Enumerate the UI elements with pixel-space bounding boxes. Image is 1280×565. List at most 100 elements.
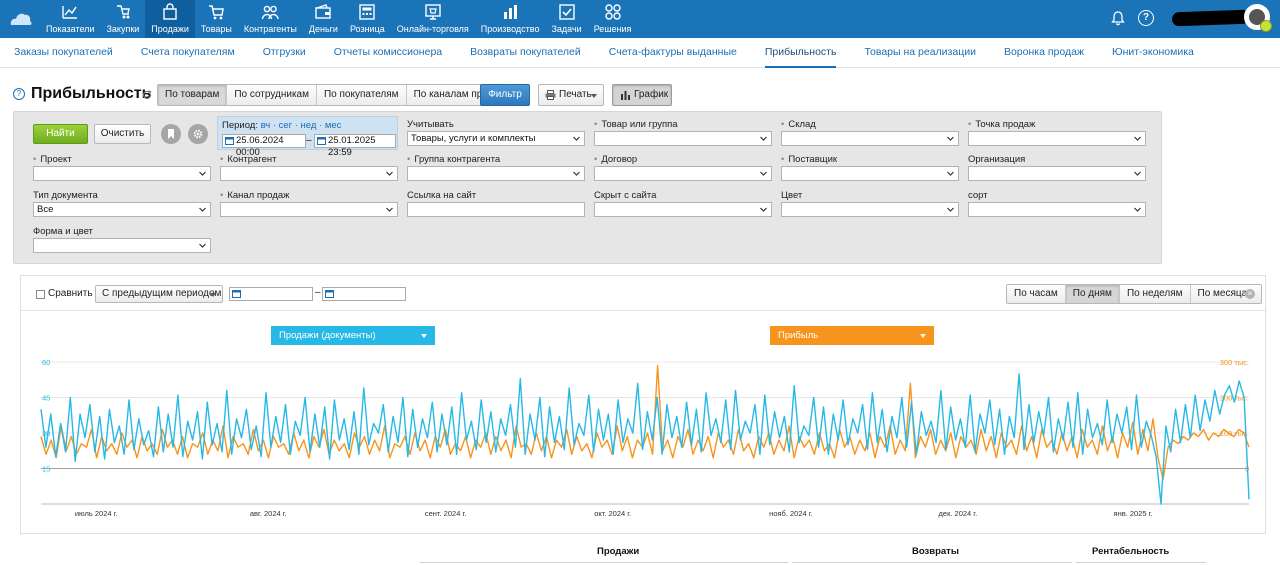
subnav-tab-2[interactable]: Отгрузки [262, 46, 306, 58]
report-header: ? Прибыльность По товарам По сотрудникам П… [0, 82, 1280, 108]
nav-item-5[interactable]: Деньги [303, 0, 344, 38]
x-tick-label: июль 2024 г. [75, 509, 118, 518]
nav-item-9[interactable]: Задачи [545, 0, 587, 38]
subnav-tab-9[interactable]: Юнит-экономика [1111, 46, 1194, 58]
filter-label-12: Скрыт с сайта [594, 190, 657, 201]
cloud-logo-icon[interactable] [8, 6, 34, 32]
nav-item-8[interactable]: Производство [475, 0, 546, 38]
period-from-input[interactable]: 25.06.2024 00:00 [222, 134, 306, 158]
chevron-down-icon [1134, 171, 1141, 176]
filter-input-8[interactable] [968, 166, 1146, 181]
filter-input-2[interactable] [968, 131, 1146, 146]
subnav-tab-1[interactable]: Счета покупателям [140, 46, 235, 58]
x-tick-label: дек. 2024 г. [939, 509, 978, 518]
nav-item-3[interactable]: Товары [195, 0, 238, 38]
subnav-tab-0[interactable]: Заказы покупателей [14, 46, 113, 58]
bell-icon[interactable] [1110, 10, 1126, 26]
nav-item-10[interactable]: Решения [588, 0, 638, 38]
nav-item-2[interactable]: Продажи [145, 0, 195, 38]
compare-from-input[interactable] [229, 287, 313, 301]
filter-input-14[interactable] [968, 202, 1146, 217]
gear-icon [193, 129, 203, 139]
chevron-down-icon [591, 94, 597, 98]
period-dash: – [306, 135, 312, 146]
calendar-icon [232, 290, 241, 298]
nav-item-6[interactable]: Розница [344, 0, 391, 38]
view-tab-0[interactable]: По товарам [158, 85, 228, 105]
settings-button[interactable] [188, 124, 208, 144]
compare-checkbox[interactable] [36, 290, 45, 299]
wallet-icon [315, 4, 332, 19]
bar-chart-icon [621, 91, 630, 100]
granularity-tab-3[interactable]: По месяцам [1190, 285, 1262, 303]
subnav-tab-7[interactable]: Товары на реализации [864, 46, 976, 58]
view-tab-1[interactable]: По сотрудникам [227, 85, 317, 105]
granularity-tab-2[interactable]: По неделям [1119, 285, 1191, 303]
bookmark-button[interactable] [161, 124, 181, 144]
view-tab-2[interactable]: По покупателям [316, 85, 407, 105]
calendar-icon [325, 290, 334, 298]
user-name-redacted[interactable] [1171, 9, 1251, 27]
y-left-tick: 45 [42, 394, 50, 403]
subnav-tab-8[interactable]: Воронка продаж [1003, 46, 1084, 58]
clear-button[interactable]: Очистить [94, 124, 151, 144]
nav-item-label: Контрагенты [243, 24, 297, 34]
filter-input-0[interactable] [594, 131, 772, 146]
filter-label-1: Склад [781, 119, 816, 130]
bookmark-icon [168, 129, 174, 139]
help-icon[interactable]: ? [1138, 10, 1154, 26]
period-shortcuts[interactable]: вч · сег · нед · мес [260, 120, 342, 131]
x-tick-label: окт. 2024 г. [594, 509, 631, 518]
chevron-down-icon [760, 136, 767, 141]
print-button[interactable]: Печать [538, 84, 604, 106]
subnav-tab-4[interactable]: Возвраты покупателей [470, 46, 581, 58]
filter-input-5[interactable] [407, 166, 585, 181]
chart-toggle-button[interactable]: График [612, 84, 672, 106]
help-question-icon[interactable]: ? [13, 88, 25, 100]
chevron-down-icon [386, 171, 393, 176]
nav-item-label: Решения [593, 24, 632, 34]
filter-label-3: Проект [33, 154, 71, 165]
subnav-tab-6[interactable]: Прибыльность [751, 38, 851, 68]
consider-label: Учитывать [407, 119, 454, 130]
compare-period-select[interactable]: С предыдущим периодом [95, 285, 223, 303]
filter-input-15[interactable] [33, 238, 211, 253]
refresh-icon[interactable] [142, 90, 152, 100]
filter-input-13[interactable] [781, 202, 959, 217]
filter-label-4: Контрагент [220, 154, 276, 165]
filter-input-3[interactable] [33, 166, 211, 181]
subnav-tab-3[interactable]: Отчеты комиссионера [333, 46, 443, 58]
y-right-tick: 300 тыс. [1220, 358, 1249, 367]
filter-input-7[interactable] [781, 166, 959, 181]
y-left-tick: 30 [42, 429, 50, 438]
subnav-tab-5[interactable]: Счета-фактуры выданные [608, 46, 737, 58]
filter-input-6[interactable] [594, 166, 772, 181]
period-to-input[interactable]: 25.01.2025 23:59 [314, 134, 396, 158]
find-button[interactable]: Найти [33, 124, 88, 144]
nav-item-1[interactable]: Закупки [100, 0, 145, 38]
main-nav: Показатели Закупки Продажи Товары Контрагент… [40, 0, 637, 38]
nav-item-4[interactable]: Контрагенты [238, 0, 303, 38]
filter-button[interactable]: Фильтр [480, 84, 530, 106]
nav-item-7[interactable]: Онлайн-торговля [391, 0, 475, 38]
granularity-tab-0[interactable]: По часам [1007, 285, 1066, 303]
bag-icon [163, 3, 177, 20]
filter-input-11[interactable] [407, 202, 585, 217]
granularity-tab-1[interactable]: По дням [1065, 285, 1120, 303]
right-series-select[interactable]: Прибыль [770, 326, 934, 345]
compare-to-input[interactable] [322, 287, 406, 301]
filter-input-1[interactable] [781, 131, 959, 146]
filter-input-4[interactable] [220, 166, 398, 181]
nav-item-label: Онлайн-торговля [396, 24, 469, 34]
filter-panel: Найти Очистить Период: вч · сег · нед · … [13, 111, 1162, 264]
filter-input-9[interactable]: Все [33, 202, 211, 217]
close-chart-icon[interactable]: × [1245, 289, 1255, 299]
filter-input-12[interactable] [594, 202, 772, 217]
nav-item-0[interactable]: Показатели [40, 0, 100, 38]
left-series-select[interactable]: Продажи (документы) [271, 326, 435, 345]
filter-input-10[interactable] [220, 202, 398, 217]
consider-select[interactable]: Товары, услуги и комплекты [407, 131, 585, 146]
avatar[interactable] [1244, 4, 1270, 30]
online-store-icon [425, 4, 441, 20]
chevron-down-icon [573, 171, 580, 176]
